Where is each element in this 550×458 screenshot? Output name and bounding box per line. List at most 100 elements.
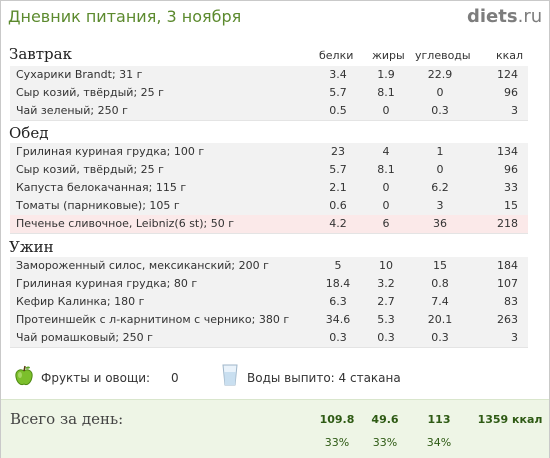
food-name: Капуста белокачанная; 115 г xyxy=(16,181,187,194)
food-name: Замороженный силос, мексиканский; 200 г xyxy=(16,259,269,272)
carbs-value: 0.8 xyxy=(431,277,449,290)
kcal-value: 96 xyxy=(504,86,518,99)
food-name: Томаты (парниковые); 105 г xyxy=(16,199,180,212)
carbs-value: 6.2 xyxy=(431,181,449,194)
food-row-highlighted[interactable]: Печенье сливочное, Leibniz(6 st); 50 г 4… xyxy=(10,215,528,234)
carbs-value: 0 xyxy=(436,86,444,99)
protein-value: 2.1 xyxy=(329,181,347,194)
kcal-value: 184 xyxy=(497,259,518,272)
food-row[interactable]: Чай ромашковый; 250 г 0.3 0.3 0.3 3 xyxy=(10,329,528,348)
site-logo[interactable]: diets.ru xyxy=(467,6,542,27)
water-label: Воды выпито: 4 стакана xyxy=(247,371,401,385)
protein-value: 0.3 xyxy=(329,331,347,344)
protein-value: 23 xyxy=(331,145,345,158)
kcal-value: 263 xyxy=(497,313,518,326)
carbs-value: 3 xyxy=(436,199,444,212)
kcal-value: 83 xyxy=(504,295,518,308)
carbs-value: 20.1 xyxy=(427,313,453,326)
total-protein: 109.8 xyxy=(319,413,355,426)
food-name: Грилиная куриная грудка; 100 г xyxy=(16,145,205,158)
fat-value: 1.9 xyxy=(377,68,395,81)
food-row[interactable]: Протеиншейк с л-карнитином с черникo; 38… xyxy=(10,311,528,330)
fat-value: 10 xyxy=(379,259,393,272)
fat-value: 6 xyxy=(382,217,390,230)
fat-value: 3.2 xyxy=(377,277,395,290)
fruits-value: 0 xyxy=(171,371,179,385)
carbs-percent: 34% xyxy=(426,436,452,449)
protein-value: 34.6 xyxy=(325,313,351,326)
fruits-label: Фрукты и овощи: xyxy=(41,371,151,385)
carbs-value: 22.9 xyxy=(427,68,453,81)
protein-value: 6.3 xyxy=(329,295,347,308)
protein-value: 0.6 xyxy=(329,199,347,212)
kcal-value: 124 xyxy=(497,68,518,81)
carbs-value: 0 xyxy=(436,163,444,176)
food-name: Чай зеленый; 250 г xyxy=(16,104,128,117)
section-breakfast: Завтрак xyxy=(9,45,72,63)
col-kcal-header: ккал xyxy=(496,49,524,62)
kcal-value: 15 xyxy=(504,199,518,212)
protein-value: 18.4 xyxy=(325,277,351,290)
fat-value: 8.1 xyxy=(377,86,395,99)
carbs-value: 7.4 xyxy=(431,295,449,308)
food-row[interactable]: Грилиная куриная грудка; 100 г 23 4 1 13… xyxy=(10,143,528,162)
food-name: Сухарики Brandt; 31 г xyxy=(16,68,143,81)
totals-label: Всего за день: xyxy=(10,410,124,428)
food-row[interactable]: Замороженный силос, мексиканский; 200 г … xyxy=(10,257,528,276)
carbs-value: 1 xyxy=(436,145,444,158)
food-name: Сыр козий, твёрдый; 25 г xyxy=(16,86,164,99)
food-name: Кефир Калинка; 180 г xyxy=(16,295,145,308)
fat-value: 0 xyxy=(382,199,390,212)
kcal-value: 33 xyxy=(504,181,518,194)
protein-value: 5.7 xyxy=(329,86,347,99)
protein-value: 4.2 xyxy=(329,217,347,230)
food-row[interactable]: Капуста белокачанная; 115 г 2.1 0 6.2 33 xyxy=(10,179,528,198)
food-row[interactable]: Чай зеленый; 250 г 0.5 0 0.3 3 xyxy=(10,102,528,121)
food-row[interactable]: Сыр козий, твёрдый; 25 г 5.7 8.1 0 96 xyxy=(10,161,528,180)
fat-value: 2.7 xyxy=(377,295,395,308)
food-name: Печенье сливочное, Leibniz(6 st); 50 г xyxy=(16,217,235,230)
col-fat-header: жиры xyxy=(372,49,405,62)
food-row[interactable]: Сыр козий, твёрдый; 25 г 5.7 8.1 0 96 xyxy=(10,84,528,103)
carbs-value: 36 xyxy=(433,217,447,230)
protein-value: 3.4 xyxy=(329,68,347,81)
fat-value: 4 xyxy=(382,145,390,158)
carbs-value: 0.3 xyxy=(431,331,449,344)
total-kcal: 1359 ккал xyxy=(477,413,543,426)
kcal-value: 107 xyxy=(497,277,518,290)
total-fat: 49.6 xyxy=(371,413,399,426)
section-dinner: Ужин xyxy=(9,238,54,256)
fat-value: 0 xyxy=(382,104,390,117)
fat-value: 0.3 xyxy=(377,331,395,344)
protein-value: 5 xyxy=(334,259,342,272)
kcal-value: 3 xyxy=(511,331,518,344)
food-name: Сыр козий, твёрдый; 25 г xyxy=(16,163,164,176)
total-carbs: 113 xyxy=(427,413,451,426)
kcal-value: 3 xyxy=(511,104,518,117)
apple-icon xyxy=(15,365,33,386)
fat-value: 5.3 xyxy=(377,313,395,326)
food-row[interactable]: Кефир Калинка; 180 г 6.3 2.7 7.4 83 xyxy=(10,293,528,312)
carbs-value: 0.3 xyxy=(431,104,449,117)
section-lunch: Обед xyxy=(9,124,49,142)
logo-suffix: .ru xyxy=(517,6,543,27)
kcal-value: 96 xyxy=(504,163,518,176)
fat-value: 8.1 xyxy=(377,163,395,176)
food-row[interactable]: Сухарики Brandt; 31 г 3.4 1.9 22.9 124 xyxy=(10,66,528,85)
food-row[interactable]: Томаты (парниковые); 105 г 0.6 0 3 15 xyxy=(10,197,528,216)
fat-value: 0 xyxy=(382,181,390,194)
protein-percent: 33% xyxy=(324,436,350,449)
fat-percent: 33% xyxy=(372,436,398,449)
water-glass-icon xyxy=(222,364,238,386)
kcal-value: 134 xyxy=(497,145,518,158)
logo-main: diets xyxy=(467,6,518,27)
food-row[interactable]: Грилиная куриная грудка; 80 г 18.4 3.2 0… xyxy=(10,275,528,294)
food-name: Чай ромашковый; 250 г xyxy=(16,331,153,344)
col-protein-header: белки xyxy=(319,49,354,62)
kcal-value: 218 xyxy=(497,217,518,230)
food-name: Грилиная куриная грудка; 80 г xyxy=(16,277,198,290)
carbs-value: 15 xyxy=(433,259,447,272)
protein-value: 0.5 xyxy=(329,104,347,117)
col-carbs-header: углеводы xyxy=(415,49,471,62)
food-name: Протеиншейк с л-карнитином с черникo; 38… xyxy=(16,313,290,326)
